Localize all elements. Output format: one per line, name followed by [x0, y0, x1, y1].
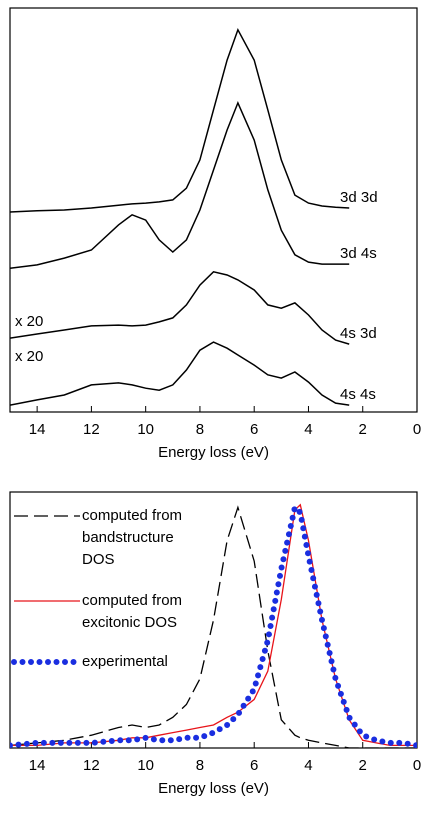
legend-label: excitonic DOS: [82, 614, 177, 631]
legend-label: DOS: [82, 551, 115, 568]
x-tick-label: 6: [250, 757, 258, 774]
legend-label: bandstructure: [82, 529, 174, 546]
series-line: [10, 505, 417, 748]
x-tick-label: 2: [359, 757, 367, 774]
legend-label: computed from: [82, 507, 182, 524]
series-line: [10, 501, 417, 748]
series-line: [10, 270, 350, 345]
x-tick-label: 14: [29, 421, 46, 438]
legend-label: computed from: [82, 592, 182, 609]
annotation: x 20: [15, 348, 43, 365]
legend-label: experimental: [82, 653, 168, 670]
x-tick-label: 0: [413, 757, 421, 774]
x-tick-label: 8: [196, 421, 204, 438]
x-tick-label: 4: [304, 421, 312, 438]
x-tick-label: 12: [83, 757, 100, 774]
x-tick-label: 10: [137, 757, 154, 774]
series-label: 3d 4s: [340, 245, 377, 262]
x-tick-label: 6: [250, 421, 258, 438]
x-tick-label: 2: [359, 421, 367, 438]
x-tick-label: 12: [83, 421, 100, 438]
annotation: x 20: [15, 313, 43, 330]
series-line: [10, 503, 417, 747]
plot-frame: [9, 491, 418, 749]
x-tick-label: 14: [29, 757, 46, 774]
series-line: [10, 100, 350, 269]
x-tick-label: 4: [304, 757, 312, 774]
x-tick-label: 8: [196, 757, 204, 774]
x-tick-label: 10: [137, 421, 154, 438]
x-axis-label: Energy loss (eV): [158, 780, 269, 797]
series-label: 4s 4s: [340, 386, 376, 403]
series-line: [10, 27, 350, 213]
x-tick-label: 0: [413, 421, 421, 438]
series-label: 4s 3d: [340, 325, 377, 342]
series-label: 3d 3d: [340, 189, 378, 206]
x-axis-label: Energy loss (eV): [158, 444, 269, 461]
plot-frame: [9, 7, 418, 413]
series-line: [10, 341, 350, 406]
